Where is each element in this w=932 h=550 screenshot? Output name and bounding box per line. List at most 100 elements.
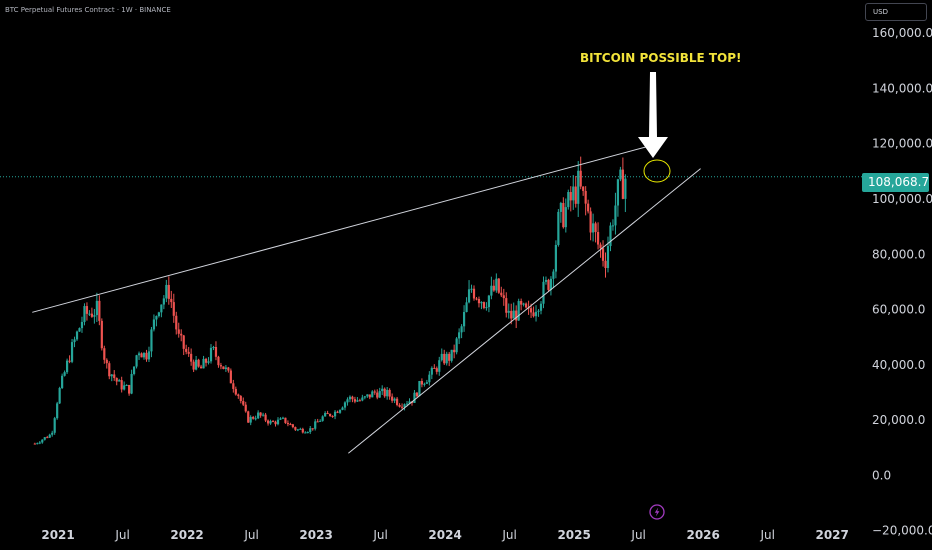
candle-body (480, 302, 483, 304)
candle-body (599, 244, 602, 249)
candle-body (266, 420, 270, 424)
candle-body (487, 295, 490, 308)
candle-body (529, 308, 533, 313)
candle-body (525, 303, 528, 308)
candle-body (405, 403, 409, 405)
currency-button[interactable]: USD (865, 3, 927, 21)
candle-body (505, 298, 508, 313)
candle-body (162, 298, 165, 305)
candle-body (73, 339, 76, 343)
candle-body (88, 313, 91, 315)
candle-body (147, 351, 151, 360)
candle-body (601, 248, 605, 261)
candle-body (326, 413, 329, 415)
candle-body (177, 329, 180, 334)
candle-body (33, 443, 36, 445)
candle-body (376, 392, 379, 398)
candle-body (552, 271, 555, 279)
candle-body (624, 178, 627, 199)
candle-body (621, 169, 624, 199)
candle-body (296, 429, 299, 431)
candle-body (257, 412, 260, 419)
candle-body (61, 375, 64, 389)
candle-body (269, 421, 272, 424)
candle-body (361, 397, 364, 401)
candle-body (371, 391, 374, 398)
candle-body (237, 394, 240, 396)
candle-body (291, 424, 294, 428)
candle-body (289, 424, 292, 426)
candle-body (467, 289, 471, 303)
annotation-text: BITCOIN POSSIBLE TOP! (580, 51, 742, 65)
candle-body (281, 417, 285, 419)
candle-body (175, 315, 178, 330)
candle-body (252, 416, 255, 419)
candle-body (589, 211, 592, 233)
candle-body (306, 432, 309, 434)
candle-body (182, 335, 185, 349)
y-tick-label: 0.0 (872, 468, 891, 482)
candle-body (157, 312, 160, 317)
candle-body (41, 439, 44, 443)
candle-body (204, 358, 208, 363)
candle-body (569, 192, 572, 201)
candle-body (366, 394, 369, 397)
candle-body (83, 306, 86, 322)
candle-body (224, 367, 227, 369)
candle-body (594, 223, 597, 233)
candle-body (95, 300, 98, 316)
x-tick-label: Jul (243, 528, 258, 542)
candle-body (619, 169, 622, 180)
candle-body (137, 353, 141, 356)
candle-body (425, 382, 428, 384)
candle-body (286, 422, 290, 425)
candle-body (428, 374, 431, 383)
candles (33, 156, 627, 445)
candle-body (562, 202, 565, 228)
candle-body (460, 326, 463, 333)
candle-body (214, 347, 218, 357)
candle-body (577, 170, 580, 204)
candle-body (85, 306, 89, 314)
candle-body (343, 402, 347, 408)
last-price-value: 108,068.7 (868, 175, 930, 189)
candle-body (358, 400, 361, 402)
candle-body (199, 366, 203, 369)
candle-body (120, 380, 123, 390)
candle-body (167, 284, 170, 299)
candle-body (485, 307, 488, 309)
trendline[interactable] (348, 168, 701, 454)
candle-body (391, 396, 394, 401)
candle-body (70, 342, 74, 362)
candle-body (378, 391, 381, 398)
candle-body (192, 361, 195, 370)
y-tick-label: 80,000.0 (872, 247, 925, 261)
candle-body (46, 437, 49, 439)
candle-body (254, 418, 257, 420)
candle-body (43, 437, 46, 440)
candle-body (532, 312, 535, 317)
candle-body (363, 396, 366, 398)
candle-body (93, 315, 96, 317)
candle-body (477, 299, 481, 304)
lightning-icon[interactable] (649, 504, 665, 520)
candle-body (279, 418, 282, 420)
candle-body (51, 432, 54, 435)
candle-body (36, 443, 39, 445)
candle-body (150, 329, 153, 352)
candle-body (190, 353, 193, 362)
candle-body (393, 398, 396, 401)
trendline[interactable] (32, 143, 659, 313)
candle-body (611, 225, 615, 227)
candle-body (140, 353, 143, 358)
candle-body (582, 186, 585, 191)
candle-body (604, 260, 607, 269)
candle-body (455, 338, 458, 353)
trendlines (32, 143, 701, 454)
candle-body (304, 432, 307, 434)
candle-body (465, 302, 468, 313)
candle-body (430, 367, 433, 375)
candle-body (229, 370, 232, 384)
candle-body (502, 295, 505, 299)
